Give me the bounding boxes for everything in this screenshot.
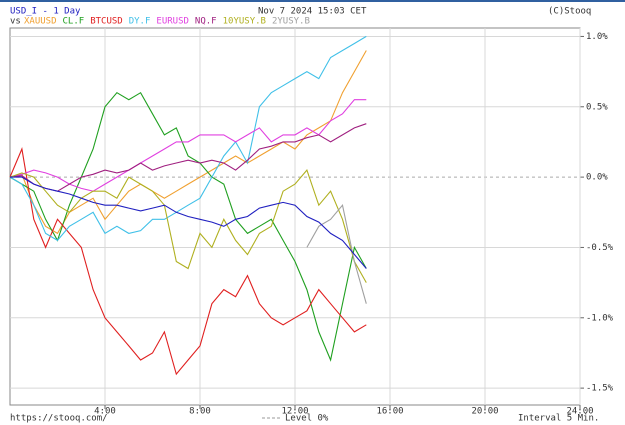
legend-entry: 2YUSY.B xyxy=(272,17,310,27)
legend-entry: DY.F xyxy=(129,17,151,27)
y-tick-label: 1.0% xyxy=(586,32,608,42)
top-bar xyxy=(0,0,625,2)
y-tick-label: 0.5% xyxy=(586,102,608,112)
legend-entry: NQ.F xyxy=(195,17,217,27)
main-line xyxy=(10,176,367,269)
x-tick-label: 12:00 xyxy=(281,407,308,417)
y-tick-label: -1.5% xyxy=(586,384,614,394)
series-line xyxy=(9,91,367,362)
timestamp: Nov 7 2024 15:03 CET xyxy=(258,7,367,17)
vs-label: vs xyxy=(10,17,21,27)
y-tick-label: 0.0% xyxy=(586,173,608,183)
y-tick-label: -1.0% xyxy=(586,313,614,323)
footer-url: https://stooq.com/ xyxy=(10,414,108,424)
series-line xyxy=(9,35,367,242)
x-tick-label: 16:00 xyxy=(376,407,403,417)
series-line xyxy=(9,169,367,283)
x-tick-label: 8:00 xyxy=(189,407,211,417)
series-line xyxy=(9,147,367,376)
interval: Interval 5 Min. xyxy=(518,414,599,424)
y-tick-label: -0.5% xyxy=(586,243,614,253)
legend-entry: XAUUSD xyxy=(24,17,57,27)
series-line xyxy=(9,123,367,192)
legend-entry: BTCUSD xyxy=(90,17,123,27)
x-tick-label: 24:00 xyxy=(566,407,593,417)
x-tick-label: 20:00 xyxy=(471,407,498,417)
legend-entry: EURUSD xyxy=(156,17,189,27)
legend-entry: CL.F xyxy=(63,17,85,27)
x-tick-label: 4:00 xyxy=(94,407,116,417)
chart-title: USD_I - 1 Day xyxy=(10,7,81,17)
legend-entry: 10YUSY.B xyxy=(223,17,266,27)
level-legend: Level 0% xyxy=(285,414,329,424)
copyright: (C)Stooq xyxy=(548,7,591,17)
series-line xyxy=(306,203,367,304)
